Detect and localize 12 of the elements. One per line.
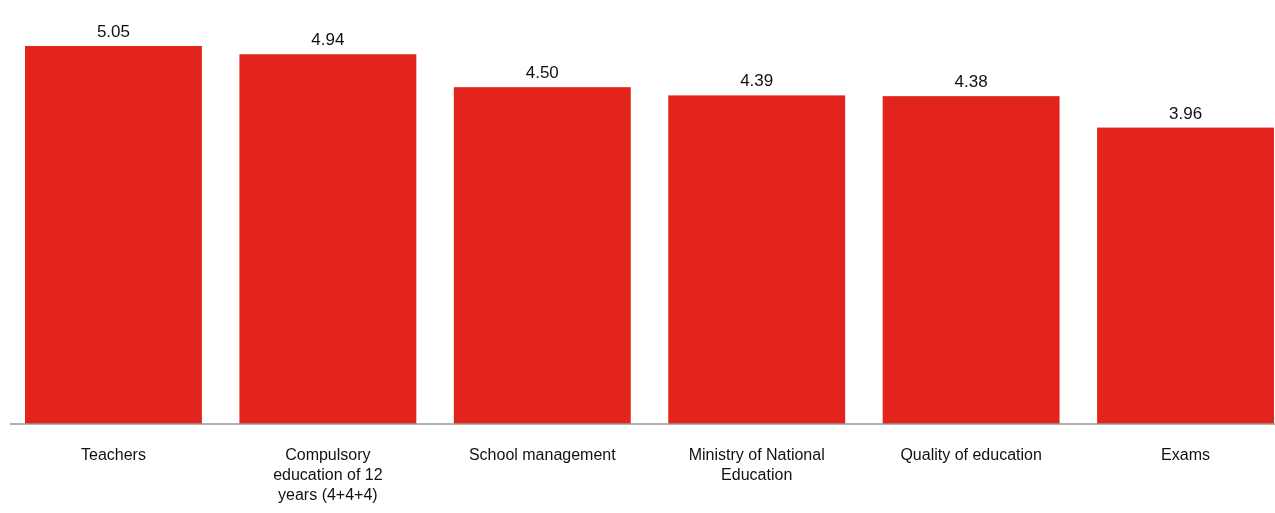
data-label: 3.96 [1169, 103, 1203, 123]
x-tick-label: Teachers [80, 446, 146, 463]
data-label: 4.39 [740, 71, 774, 91]
data-label: 5.05 [96, 22, 130, 41]
x-tick-label: Exams [1161, 446, 1210, 463]
x-tick-label: Compulsory education of 12 years (4+4+4) [273, 446, 383, 503]
data-label: 4.50 [525, 63, 559, 83]
data-label: 4.94 [311, 30, 345, 50]
x-tick-label: Ministry of National Education [688, 446, 825, 483]
x-tick-label: Quality of education [900, 446, 1042, 463]
x-tick-label: School management [468, 446, 617, 463]
data-label: 4.38 [954, 72, 988, 92]
